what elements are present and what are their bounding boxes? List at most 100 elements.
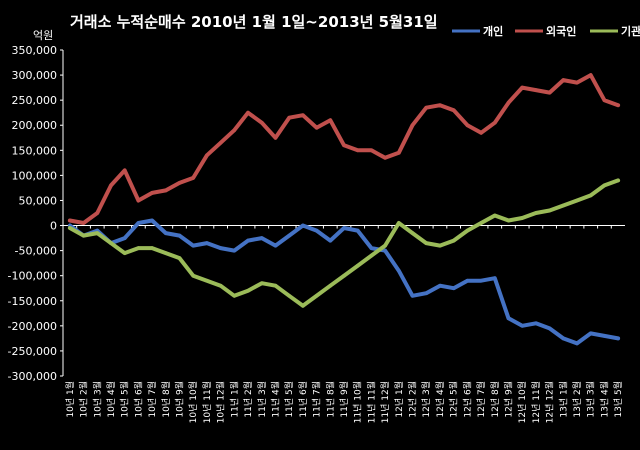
series-2-point bbox=[602, 98, 607, 102]
series-3-point bbox=[287, 294, 292, 298]
series-1-point bbox=[383, 248, 387, 253]
series-2-point bbox=[122, 168, 127, 173]
series-2-point bbox=[246, 110, 250, 115]
series-3-point bbox=[260, 281, 264, 286]
series-1-point bbox=[397, 268, 401, 273]
series-2-point bbox=[438, 103, 442, 107]
legend-label-3: 기관 bbox=[621, 24, 640, 38]
series-2-point bbox=[205, 153, 209, 158]
x-tick-label: 12년 10월 bbox=[516, 381, 528, 423]
legend-label-2: 외국인 bbox=[546, 24, 576, 38]
series-1-point bbox=[561, 336, 566, 341]
plot-area bbox=[67, 73, 621, 346]
series-2-point bbox=[177, 181, 182, 185]
legend-label-1: 개인 bbox=[483, 24, 503, 38]
series-2-point bbox=[520, 85, 524, 90]
x-tick-label: 12년 7월 bbox=[475, 381, 487, 418]
x-tick-label: 10년 8월 bbox=[160, 381, 172, 418]
x-tick-label: 10년 7월 bbox=[146, 381, 158, 418]
series-1-point bbox=[191, 243, 195, 248]
series-2-point bbox=[547, 90, 552, 95]
series-3-point bbox=[81, 233, 86, 238]
series-3-point bbox=[191, 273, 195, 278]
series-2-point bbox=[616, 103, 620, 107]
series-2-point bbox=[397, 151, 401, 155]
series-2-point bbox=[342, 143, 346, 148]
series-3-point bbox=[205, 278, 209, 283]
series-1-point bbox=[136, 221, 141, 225]
series-2-point bbox=[136, 198, 141, 203]
x-axis: 10년 1월 10년 2월 10년 3월 10년 4월 10년 5월 10년 6월 10년 … bbox=[62, 225, 625, 423]
series-2-point bbox=[191, 176, 195, 180]
y-tick-label: -300,000 bbox=[8, 370, 57, 383]
series-1-point bbox=[232, 248, 237, 253]
x-tick-label: 12년 6월 bbox=[461, 381, 473, 418]
series-3-point bbox=[506, 218, 511, 223]
x-tick-label: 10년 2월 bbox=[78, 381, 90, 418]
x-tick-label: 11년 4월 bbox=[269, 381, 281, 418]
series-3-point bbox=[301, 304, 305, 308]
x-tick-label: 13년 4월 bbox=[598, 381, 610, 418]
y-axis: 350,000 300,000 250,000 200,000 150,000 100,0… bbox=[8, 44, 64, 383]
x-tick-label: 11년 1월 bbox=[228, 381, 240, 418]
x-tick-label: 12년 9월 bbox=[502, 381, 514, 418]
legend: 개인 외국인 기관 bbox=[452, 24, 640, 38]
y-tick-label: -200,000 bbox=[8, 320, 57, 333]
y-tick-label: 300,000 bbox=[12, 69, 58, 82]
series-3-point bbox=[520, 216, 524, 220]
series-3-point bbox=[451, 238, 456, 243]
series-2-point bbox=[301, 113, 305, 117]
series-3-point bbox=[122, 251, 127, 255]
series-3-point bbox=[438, 243, 442, 248]
x-tick-label: 11년 2월 bbox=[242, 381, 254, 418]
series-1-point bbox=[465, 278, 470, 283]
x-tick-label: 12년 11월 bbox=[530, 381, 542, 423]
x-tick-label: 10년 11월 bbox=[201, 381, 213, 423]
series-3-point bbox=[397, 221, 401, 225]
series-3-point bbox=[314, 294, 319, 298]
series-1-point bbox=[575, 341, 579, 346]
x-tick-label: 11년 8월 bbox=[324, 381, 336, 418]
series-3-point bbox=[164, 251, 168, 255]
series-2-point bbox=[164, 188, 168, 193]
series-1-point bbox=[177, 233, 182, 238]
series-3-point bbox=[136, 246, 141, 250]
x-tick-label: 11년 6월 bbox=[297, 381, 309, 418]
chart-title: 거래소 누적순매수 2010년 1월 1일~2013년 5월31일 bbox=[70, 13, 438, 31]
series-1-point bbox=[424, 291, 429, 296]
series-1-point bbox=[246, 238, 250, 243]
y-tick-label: 50,000 bbox=[19, 194, 58, 207]
series-2-point bbox=[81, 221, 86, 225]
series-3-point bbox=[369, 253, 374, 258]
series-2-point bbox=[95, 211, 100, 215]
series-3-point bbox=[232, 294, 237, 298]
x-tick-label: 12년 1월 bbox=[393, 381, 405, 418]
y-tick-label: -150,000 bbox=[8, 295, 57, 308]
x-tick-label: 12년 5월 bbox=[448, 381, 460, 418]
series-3-point bbox=[493, 213, 497, 218]
y-tick-label: -250,000 bbox=[8, 345, 57, 358]
series-2-point bbox=[273, 136, 278, 140]
series-2-point bbox=[150, 191, 154, 195]
series-1-point bbox=[369, 246, 374, 250]
x-tick-label: 11년 5월 bbox=[283, 381, 295, 418]
x-tick-label: 12년 2월 bbox=[407, 381, 419, 418]
series-1-point bbox=[479, 278, 483, 283]
x-tick-label: 12년 4월 bbox=[434, 381, 446, 418]
series-3-point bbox=[218, 283, 223, 288]
series-1-point bbox=[602, 334, 607, 338]
y-tick-label: 250,000 bbox=[12, 94, 58, 107]
x-tick-label: 10년 10월 bbox=[187, 381, 199, 423]
series-1-point bbox=[506, 316, 511, 321]
series-1-point bbox=[301, 223, 305, 228]
series-1-point bbox=[122, 236, 127, 240]
x-tick-label: 10년 4월 bbox=[105, 381, 117, 418]
series-2-point bbox=[287, 115, 292, 120]
x-tick-label: 12년 3월 bbox=[420, 381, 432, 418]
series-2-point bbox=[369, 148, 374, 153]
series-2-point bbox=[506, 100, 511, 105]
x-tick-label: 10년 9월 bbox=[174, 381, 186, 418]
series-1-point bbox=[218, 246, 223, 250]
series-1-point bbox=[588, 331, 593, 336]
